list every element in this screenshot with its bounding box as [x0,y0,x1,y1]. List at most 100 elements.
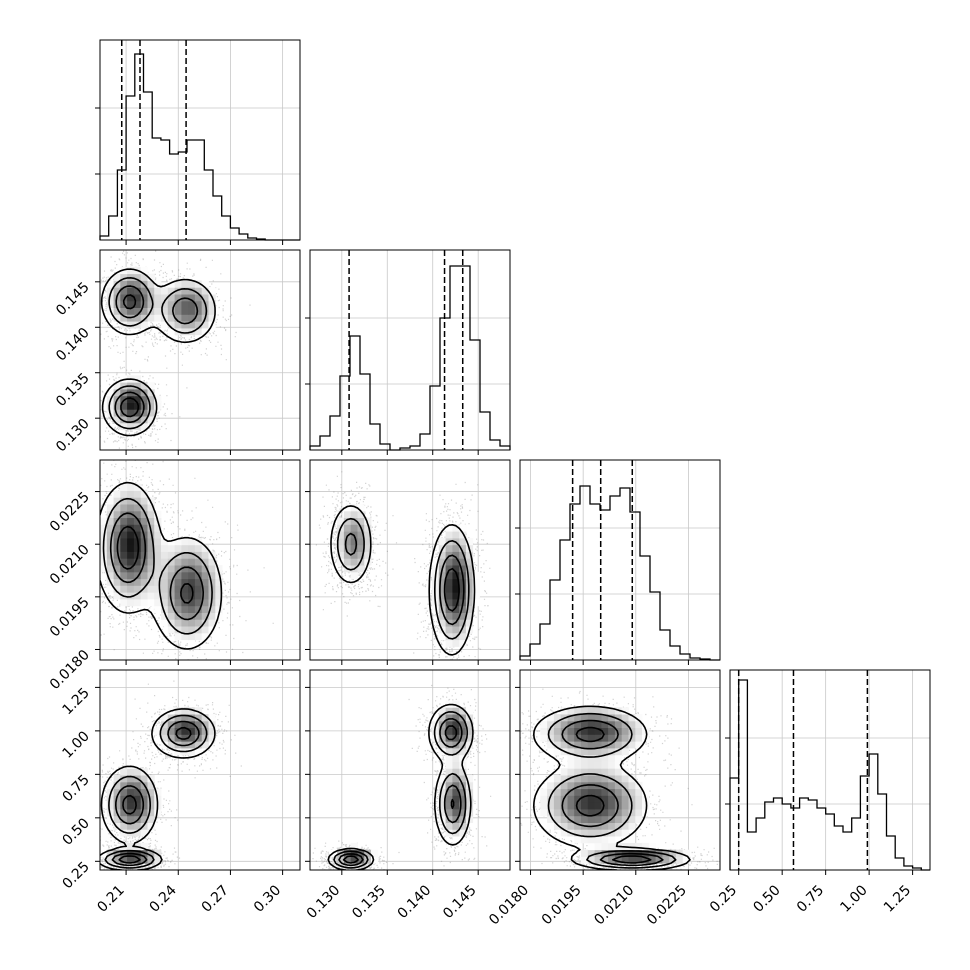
density-cell [154,544,162,552]
density-cell [594,802,602,810]
density-cell [181,551,189,559]
density-cell [188,720,196,728]
x-tick-label: 1.25 [881,882,914,915]
density-cell [188,734,196,742]
density-cell [560,829,568,837]
density-cell [553,775,562,783]
density-cell [127,544,135,552]
density-cell [140,544,148,552]
density-cell [154,578,162,586]
density-cell [357,538,365,546]
density-cell [194,592,203,600]
density-cell [174,619,182,627]
density-cell [113,273,121,281]
density-cell [540,727,548,735]
density-cell [181,544,189,552]
density-cell [587,795,595,803]
density-cell [601,802,609,810]
density-cell [140,775,148,783]
axes-frame [309,669,511,871]
density-cell [594,748,602,756]
density-cell [635,795,643,803]
density-cell [594,856,602,864]
density-cell [465,741,474,749]
x-tick-label: 0.75 [794,882,827,915]
density-cell [560,788,568,796]
density-cell [465,538,474,546]
density-cell [147,416,155,424]
density-cell [357,544,365,552]
density-cell [547,781,555,790]
density-cell [161,734,169,742]
density-cell [587,815,595,823]
density-cell [133,280,142,288]
density-cell [560,815,568,823]
density-cell [452,788,460,796]
density-contour [342,725,458,864]
density-cell [194,707,203,715]
density-cell [445,524,453,532]
density-cell [106,517,114,525]
density-cell [432,727,440,735]
density-cell [452,734,460,742]
density-cell [120,307,128,315]
density-cell [608,707,616,715]
density-cell [567,714,575,722]
density-cell [567,754,575,762]
density-cell [662,849,670,857]
density-cell [133,389,142,397]
density-cell [120,788,128,796]
density-cell [601,809,609,817]
density-cell [621,727,629,735]
x-tick-label: 0.135 [349,882,389,922]
density-cell [445,761,453,769]
density-contour [344,532,465,626]
density-cell [140,510,148,518]
density-cell [106,402,114,410]
density-cell [350,504,358,512]
density-cell [194,287,203,295]
density-cell [113,856,121,864]
density-cell [350,517,358,525]
density-cell [459,612,467,620]
density-cell [459,558,467,566]
density-cell [113,409,121,417]
density-cell [181,538,189,546]
density-cell [174,707,182,715]
density-cell [337,538,345,546]
density-cell [452,707,460,715]
density-cell [133,409,142,417]
density-cell [635,741,643,749]
density-cell [452,809,460,817]
density-cell [621,734,629,742]
density-cell [133,314,142,322]
density-cell [133,571,142,580]
density-cell [574,707,582,715]
density-cell [113,300,121,308]
x-tick-label: 0.0225 [644,882,690,928]
density-cell [452,578,460,586]
density-cell [120,402,128,410]
density-cell [608,748,616,756]
density-cell [113,524,121,532]
density-cell [459,544,467,552]
density-cell [120,517,128,525]
density-cell [188,287,196,295]
density-cell [445,727,453,735]
density-cell [540,720,548,728]
density-cell [614,815,623,823]
density-cell [553,727,562,735]
density-cell [438,809,446,817]
y-tick-label: 1.25 [59,685,92,718]
density-cell [215,592,223,600]
density-cell [133,497,142,505]
density-cell [167,592,175,600]
density-cell [147,389,155,397]
density-cell [154,727,162,735]
density-cell [201,592,209,600]
density-cell [154,294,162,302]
density-cell [445,626,453,634]
density-cell [445,639,453,647]
density-cell [343,538,352,546]
density-cell [167,565,175,573]
